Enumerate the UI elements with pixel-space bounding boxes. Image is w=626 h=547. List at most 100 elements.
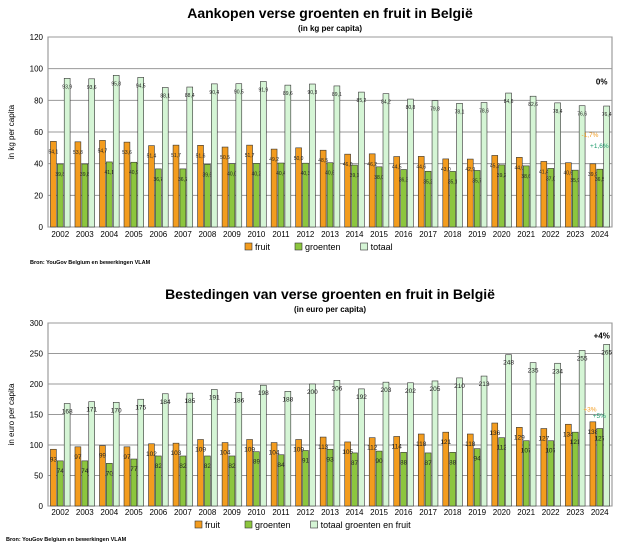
x-tick-label: 2023 <box>566 508 584 517</box>
data-label: 37,0 <box>546 176 556 182</box>
data-label: 49,2 <box>269 157 279 163</box>
bar-fruit <box>270 148 278 228</box>
bar-fruit <box>589 163 597 228</box>
data-label: 94,5 <box>136 83 146 89</box>
bar-totaal <box>480 375 488 507</box>
bar-totaal <box>554 362 561 507</box>
bar-fruit <box>393 436 400 507</box>
bar-totaal <box>407 382 414 507</box>
bar-groenten <box>547 440 554 507</box>
data-label: 95,8 <box>111 81 121 87</box>
data-label: 203 <box>381 387 392 394</box>
data-label: 136 <box>489 430 500 437</box>
data-label: 45,2 <box>490 163 500 169</box>
data-label: 186 <box>233 398 244 405</box>
x-tick-label: 2019 <box>468 508 486 517</box>
bar-totaal <box>578 105 586 228</box>
data-label: 198 <box>258 390 269 397</box>
x-tick-label: 2009 <box>223 230 241 239</box>
x-tick-label: 2024 <box>591 230 609 239</box>
bar-fruit <box>123 141 131 228</box>
x-tick-label: 2005 <box>125 508 143 517</box>
bar-totaal <box>431 100 439 228</box>
bar-totaal <box>211 389 218 507</box>
data-label: 171 <box>86 407 97 414</box>
data-label: 39,2 <box>497 173 507 179</box>
data-label: 90,4 <box>209 90 219 96</box>
x-tick-label: 2017 <box>419 230 437 239</box>
data-label: 118 <box>416 441 427 448</box>
x-tick-label: 2012 <box>297 230 315 239</box>
bar-groenten <box>473 170 481 228</box>
data-label: 82 <box>228 463 236 470</box>
data-label: 113 <box>318 444 329 451</box>
bar-totaal <box>505 92 512 228</box>
data-label: 51,6 <box>196 153 206 159</box>
data-label: 89 <box>253 459 261 466</box>
bar-groenten <box>400 452 407 507</box>
data-label: 44,0 <box>514 165 524 171</box>
bar-groenten <box>571 169 579 228</box>
bar-groenten <box>106 161 113 228</box>
bar-groenten <box>498 164 505 228</box>
bar-totaal <box>284 84 292 228</box>
x-tick-label: 2006 <box>149 508 167 517</box>
bar-groenten <box>400 169 407 228</box>
data-label: 200 <box>307 389 318 396</box>
annotation-fruit: -1,7% <box>581 132 598 139</box>
legend-label: groenten <box>305 242 341 252</box>
bar-totaal <box>88 78 95 228</box>
x-tick-label: 2023 <box>566 230 584 239</box>
bar-fruit <box>221 146 229 228</box>
bar-totaal <box>603 344 610 507</box>
data-label: 248 <box>503 360 514 367</box>
data-label: 97 <box>123 454 131 461</box>
data-label: 40,4 <box>276 171 286 177</box>
bar-fruit <box>565 423 572 507</box>
data-label: 84,6 <box>504 99 514 105</box>
bar-totaal <box>112 401 120 507</box>
data-label: 234 <box>552 368 563 375</box>
data-label: 44,6 <box>416 164 426 170</box>
bar-totaal <box>137 77 144 228</box>
x-tick-label: 2010 <box>248 230 266 239</box>
data-label: 104 <box>220 450 231 457</box>
data-label: 91,9 <box>258 87 268 93</box>
bar-totaal <box>309 383 316 507</box>
data-label: 93,6 <box>87 85 97 91</box>
data-label: 41,4 <box>539 169 549 175</box>
bar-fruit <box>74 446 82 507</box>
data-label: 206 <box>331 385 342 392</box>
bar-totaal <box>554 102 561 228</box>
bar-groenten <box>81 460 89 507</box>
bar-groenten <box>424 170 432 228</box>
legend-swatch <box>360 242 368 251</box>
data-label: 102 <box>146 451 157 458</box>
x-tick-label: 2003 <box>76 508 94 517</box>
annotation-total: +4% <box>594 331 610 340</box>
x-tick-label: 2016 <box>395 230 413 239</box>
bar-fruit <box>99 140 106 228</box>
bar-fruit <box>246 144 253 228</box>
x-tick-label: 2021 <box>517 230 535 239</box>
bar-fruit <box>295 147 302 228</box>
annotation-fruit: +3% <box>583 406 596 413</box>
data-label: 51,7 <box>171 153 181 159</box>
data-label: 107 <box>521 448 532 455</box>
bar-groenten <box>204 455 211 507</box>
data-label: 38,0 <box>374 175 384 181</box>
data-label: 82 <box>155 463 163 470</box>
data-label: 188 <box>282 396 293 403</box>
bar-groenten <box>57 460 64 507</box>
x-tick-label: 2013 <box>321 230 339 239</box>
data-label: 35,2 <box>423 179 433 185</box>
annotation-total: 0% <box>596 78 608 87</box>
x-tick-label: 2004 <box>100 508 118 517</box>
data-label: 210 <box>454 383 465 390</box>
data-label: 36,3 <box>399 178 409 184</box>
data-label: 50,0 <box>294 156 304 162</box>
data-label: 38,6 <box>521 174 531 180</box>
data-label: 39,8 <box>80 172 90 178</box>
data-label: 97 <box>74 454 82 461</box>
